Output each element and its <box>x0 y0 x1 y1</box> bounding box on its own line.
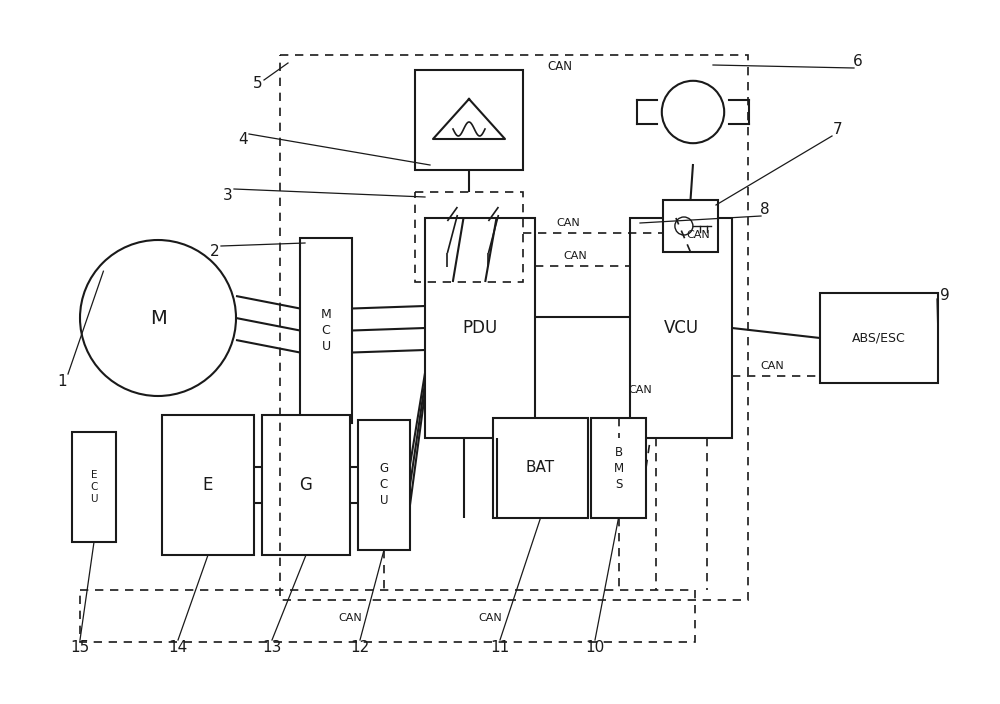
Text: B
M
S: B M S <box>613 446 624 491</box>
Text: 3: 3 <box>223 187 233 203</box>
Text: CAN: CAN <box>760 361 784 372</box>
Bar <box>280 55 748 600</box>
Bar <box>630 218 732 438</box>
Bar <box>162 415 254 555</box>
Text: CAN: CAN <box>548 61 572 73</box>
Text: E: E <box>203 476 213 494</box>
Text: 6: 6 <box>853 54 863 70</box>
Text: 14: 14 <box>168 641 188 655</box>
Text: E
C
U: E C U <box>90 470 98 504</box>
Bar <box>358 420 410 550</box>
Bar <box>415 70 523 170</box>
Text: 10: 10 <box>585 641 605 655</box>
Text: G
C
U: G C U <box>379 463 389 508</box>
Circle shape <box>675 217 693 235</box>
Text: 9: 9 <box>940 287 950 303</box>
Text: 13: 13 <box>262 641 282 655</box>
Text: VCU: VCU <box>663 319 699 337</box>
Text: 7: 7 <box>833 122 843 137</box>
Text: ABS/ESC: ABS/ESC <box>852 332 906 344</box>
Text: 2: 2 <box>210 244 220 260</box>
Text: CAN: CAN <box>338 613 362 623</box>
Bar <box>663 200 718 252</box>
Bar <box>415 192 523 282</box>
Text: CAN: CAN <box>629 385 652 395</box>
Text: 12: 12 <box>350 641 370 655</box>
Text: CAN: CAN <box>556 218 580 227</box>
Text: M
C
U: M C U <box>321 308 331 353</box>
Text: 15: 15 <box>70 641 90 655</box>
Bar <box>591 418 646 518</box>
Bar <box>72 432 116 542</box>
Text: 5: 5 <box>253 77 263 92</box>
Text: CAN: CAN <box>686 230 710 240</box>
Text: 11: 11 <box>490 641 510 655</box>
Text: 8: 8 <box>760 203 770 218</box>
Text: CAN: CAN <box>478 613 502 623</box>
Bar <box>300 238 352 423</box>
Text: G: G <box>300 476 312 494</box>
Text: BAT: BAT <box>526 460 555 475</box>
Bar <box>820 293 938 383</box>
Bar <box>262 415 350 555</box>
Text: 1: 1 <box>57 375 67 389</box>
Text: 4: 4 <box>238 132 248 148</box>
Text: M: M <box>150 308 166 327</box>
Text: CAN: CAN <box>563 251 587 261</box>
Bar <box>425 218 535 438</box>
Circle shape <box>80 240 236 396</box>
Bar <box>493 418 588 518</box>
Circle shape <box>662 81 724 143</box>
Text: PDU: PDU <box>462 319 498 337</box>
Bar <box>80 590 695 642</box>
